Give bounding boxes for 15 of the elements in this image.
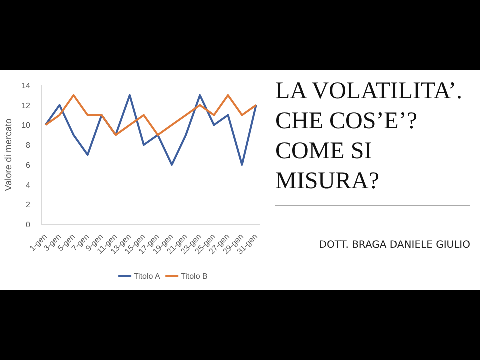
y-tick-label: 4: [26, 180, 32, 190]
line-series: [44, 94, 258, 166]
y-tick-label: 12: [22, 101, 32, 110]
y-tick-label: 10: [22, 121, 32, 130]
text: DOTT. BRAGA DANIELE GIULIO: [319, 240, 471, 251]
line-series: [44, 94, 258, 136]
y-tick-label: 14: [22, 82, 32, 90]
y-tick-label: 6: [26, 160, 32, 170]
y-tick-label: 0: [26, 220, 32, 230]
y-axis-title: Valore di mercato: [4, 118, 14, 192]
legend-label: Titolo B: [181, 272, 208, 281]
text: LA VOLATILITA’. CHE COS’E’? COME SI MISURA?: [276, 78, 462, 194]
legend-label: Titolo A: [134, 272, 162, 281]
y-tick-label: 2: [26, 200, 32, 210]
y-tick-label: 8: [26, 141, 32, 150]
